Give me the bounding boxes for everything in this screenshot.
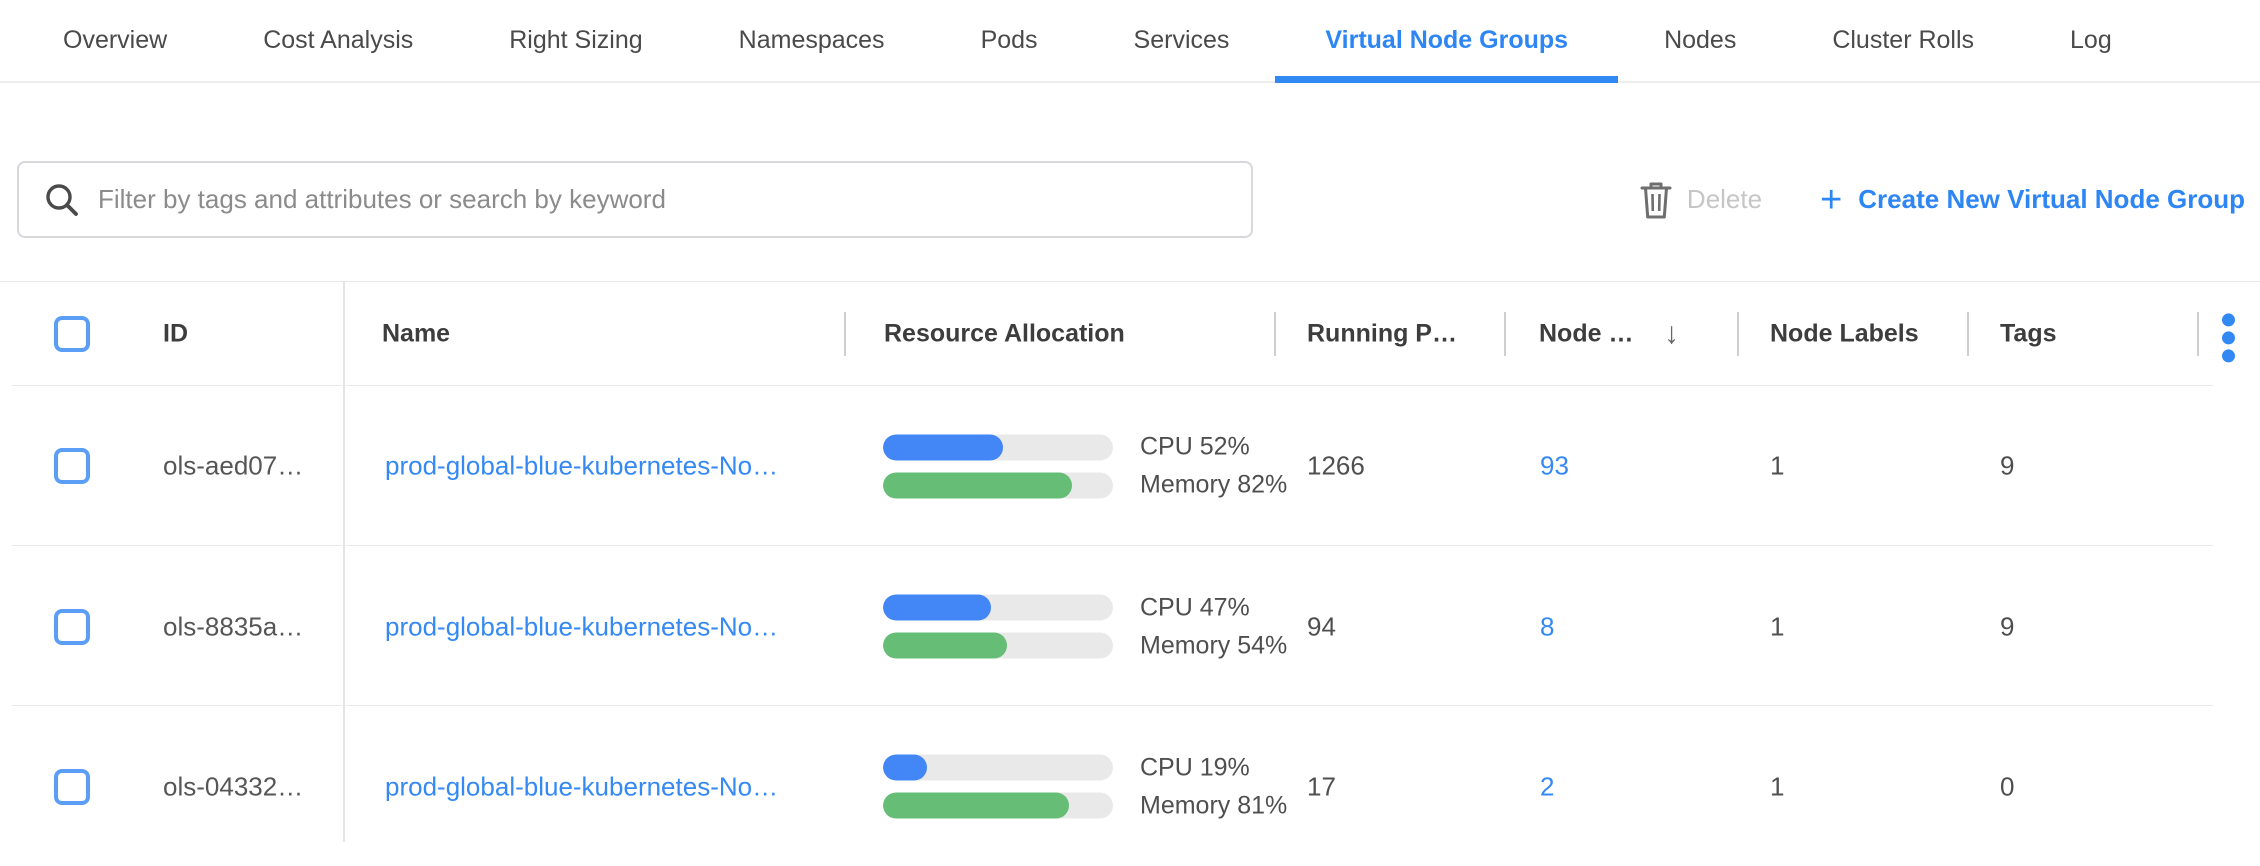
column-header-tags[interactable]: Tags: [2000, 320, 2057, 349]
resource-allocation: CPU 52% Memory 82%: [883, 433, 1287, 500]
create-button-label: Create New Virtual Node Group: [1858, 184, 2245, 215]
tab-nodes[interactable]: Nodes: [1664, 0, 1736, 81]
column-header-running-pods[interactable]: Running P…: [1307, 320, 1457, 349]
divider: [1274, 312, 1276, 356]
memory-bar: [883, 793, 1113, 819]
column-header-node-labels[interactable]: Node Labels: [1770, 320, 1919, 349]
vng-id: ols-aed07…: [163, 451, 303, 482]
select-row-checkbox[interactable]: [54, 609, 90, 645]
delete-button-label: Delete: [1687, 184, 1762, 215]
resource-allocation: CPU 19% Memory 81%: [883, 753, 1287, 820]
running-pods-count: 94: [1307, 611, 1336, 642]
divider: [844, 312, 846, 356]
divider: [1967, 312, 1969, 356]
memory-bar: [883, 472, 1113, 498]
tags-count: 0: [2000, 771, 2014, 802]
node-labels-count: 1: [1770, 771, 1784, 802]
column-header-id[interactable]: ID: [163, 320, 188, 349]
virtual-node-groups-table: ID Name Resource Allocation Running P… N…: [0, 281, 2260, 842]
tab-overview[interactable]: Overview: [63, 0, 167, 81]
table-row: ols-8835a… prod-global-blue-kubernetes-N…: [0, 546, 2260, 706]
nodes-count-link[interactable]: 2: [1540, 771, 1554, 802]
select-all-checkbox[interactable]: [54, 316, 90, 352]
vng-id: ols-8835a…: [163, 611, 303, 642]
vng-name-link[interactable]: prod-global-blue-kubernetes-No…: [385, 451, 778, 482]
trash-icon: [1639, 179, 1673, 221]
tab-virtual-node-groups[interactable]: Virtual Node Groups: [1325, 0, 1568, 81]
column-settings-menu-icon[interactable]: [2222, 313, 2235, 362]
tab-pods[interactable]: Pods: [981, 0, 1038, 81]
cpu-label: CPU 47%: [1140, 593, 1250, 622]
tab-namespaces[interactable]: Namespaces: [739, 0, 885, 81]
memory-label: Memory 81%: [1140, 791, 1287, 820]
search-input[interactable]: [98, 170, 1251, 230]
cpu-bar: [883, 595, 1113, 621]
column-header-name[interactable]: Name: [382, 320, 450, 349]
tags-count: 9: [2000, 611, 2014, 642]
memory-label: Memory 54%: [1140, 631, 1287, 660]
table-row: ols-04332… prod-global-blue-kubernetes-N…: [0, 706, 2260, 866]
table-row: ols-aed07… prod-global-blue-kubernetes-N…: [0, 386, 2260, 546]
resource-allocation: CPU 47% Memory 54%: [883, 593, 1287, 660]
select-row-checkbox[interactable]: [54, 448, 90, 484]
column-header-nodes[interactable]: Node …: [1539, 320, 1633, 349]
tab-right-sizing[interactable]: Right Sizing: [509, 0, 642, 81]
tab-log[interactable]: Log: [2070, 0, 2112, 81]
memory-label: Memory 82%: [1140, 471, 1287, 500]
tags-count: 9: [2000, 451, 2014, 482]
divider: [1504, 312, 1506, 356]
divider: [2197, 312, 2199, 356]
nodes-count-link[interactable]: 8: [1540, 611, 1554, 642]
toolbar-actions: Delete + Create New Virtual Node Group: [1639, 161, 2245, 238]
cpu-label: CPU 52%: [1140, 433, 1250, 462]
tab-cluster-rolls[interactable]: Cluster Rolls: [1832, 0, 1974, 81]
table-header-row: ID Name Resource Allocation Running P… N…: [0, 282, 2260, 386]
plus-icon: +: [1820, 181, 1842, 219]
node-labels-count: 1: [1770, 611, 1784, 642]
vng-name-link[interactable]: prod-global-blue-kubernetes-No…: [385, 771, 778, 802]
search-icon: [44, 182, 80, 218]
memory-bar: [883, 633, 1113, 659]
cpu-bar: [883, 434, 1113, 460]
vng-name-link[interactable]: prod-global-blue-kubernetes-No…: [385, 611, 778, 642]
tab-services[interactable]: Services: [1134, 0, 1230, 81]
node-labels-count: 1: [1770, 451, 1784, 482]
filter-search-box[interactable]: [17, 161, 1253, 238]
tab-bar: Overview Cost Analysis Right Sizing Name…: [0, 0, 2260, 83]
select-row-checkbox[interactable]: [54, 769, 90, 805]
column-header-resource-allocation[interactable]: Resource Allocation: [884, 320, 1125, 349]
delete-button[interactable]: Delete: [1639, 179, 1762, 221]
cpu-label: CPU 19%: [1140, 753, 1250, 782]
create-virtual-node-group-button[interactable]: + Create New Virtual Node Group: [1820, 181, 2245, 219]
vng-id: ols-04332…: [163, 771, 303, 802]
running-pods-count: 17: [1307, 771, 1336, 802]
cpu-bar: [883, 755, 1113, 781]
divider: [1737, 312, 1739, 356]
running-pods-count: 1266: [1307, 451, 1365, 482]
nodes-count-link[interactable]: 93: [1540, 451, 1569, 482]
tab-cost-analysis[interactable]: Cost Analysis: [263, 0, 413, 81]
sort-descending-icon[interactable]: ↓: [1664, 317, 1679, 351]
